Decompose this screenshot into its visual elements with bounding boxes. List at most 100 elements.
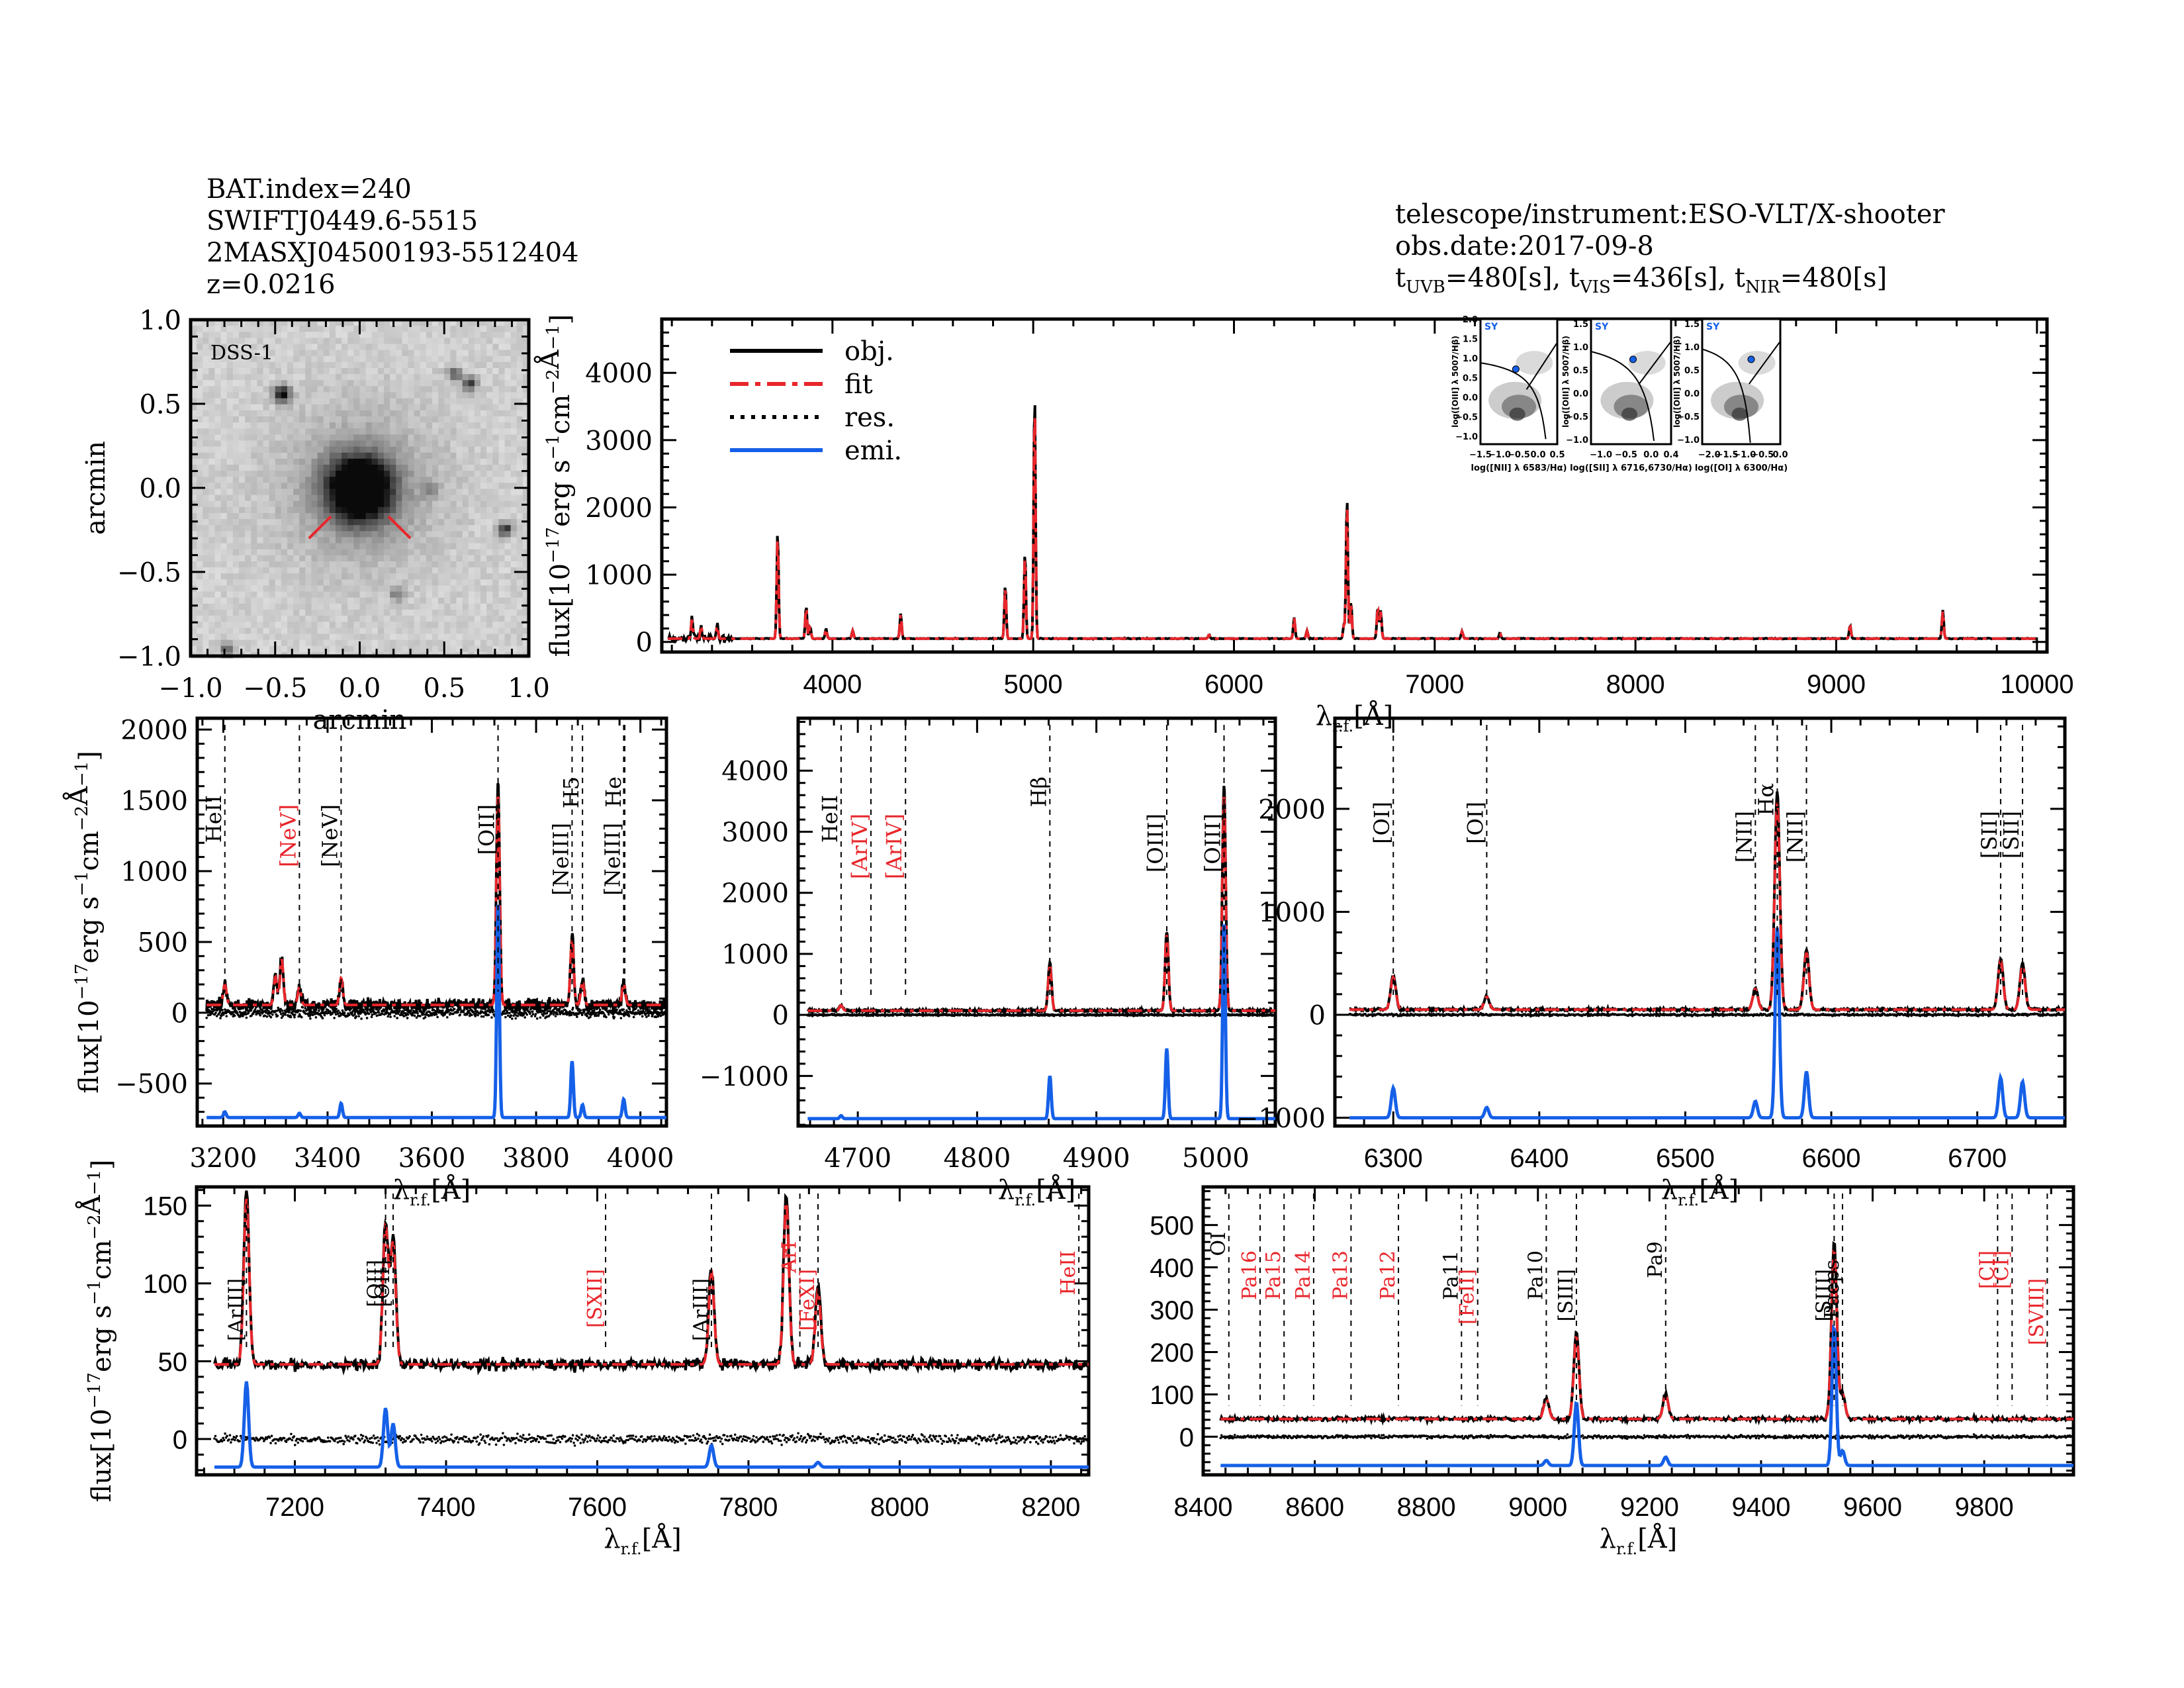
- residual-point: [627, 1013, 630, 1016]
- image-pixel: [347, 361, 354, 369]
- image-pixel: [377, 591, 385, 598]
- image-pixel: [396, 494, 402, 502]
- image-pixel: [438, 616, 445, 622]
- image-pixel: [341, 350, 348, 357]
- y-tick-label: 2000: [585, 493, 653, 524]
- image-pixel: [359, 585, 367, 592]
- image-pixel: [468, 471, 475, 477]
- residual-point: [393, 1015, 396, 1017]
- image-pixel: [353, 549, 361, 556]
- image-pixel: [432, 555, 439, 562]
- image-pixel: [468, 506, 475, 514]
- image-pixel: [371, 639, 379, 647]
- residual-point: [281, 1009, 284, 1012]
- image-pixel: [287, 338, 294, 345]
- image-pixel: [305, 531, 312, 538]
- image-pixel: [208, 549, 216, 556]
- image-pixel: [275, 628, 282, 635]
- image-pixel: [287, 355, 294, 363]
- image-pixel: [245, 361, 251, 369]
- image-pixel: [402, 471, 409, 477]
- residual-point: [506, 1011, 509, 1014]
- image-pixel: [347, 573, 354, 580]
- image-pixel: [353, 531, 361, 538]
- image-pixel: [269, 434, 276, 442]
- image-pixel: [208, 543, 216, 550]
- image-pixel: [390, 633, 396, 641]
- image-pixel: [323, 350, 330, 357]
- image-pixel: [492, 428, 499, 435]
- image-pixel: [287, 549, 294, 556]
- image-pixel: [516, 555, 523, 562]
- image-pixel: [336, 422, 342, 429]
- image-pixel: [263, 616, 270, 622]
- image-pixel: [365, 513, 373, 520]
- image-pixel: [438, 410, 445, 417]
- image-pixel: [197, 633, 203, 641]
- image-pixel: [281, 561, 288, 568]
- image-pixel: [480, 639, 487, 647]
- image-pixel: [468, 585, 475, 592]
- image-pixel: [408, 368, 415, 375]
- image-pixel: [384, 404, 390, 411]
- image-pixel: [245, 506, 251, 514]
- image-pixel: [522, 386, 529, 393]
- image-pixel: [347, 471, 354, 477]
- image-pixel: [317, 591, 324, 598]
- image-pixel: [287, 465, 294, 471]
- image-pixel: [408, 471, 415, 477]
- residual-point: [244, 1011, 247, 1013]
- image-pixel: [516, 452, 523, 459]
- residual-point: [535, 1017, 539, 1020]
- image-pixel: [462, 531, 469, 538]
- image-pixel: [420, 500, 427, 508]
- image-pixel: [420, 549, 427, 556]
- image-pixel: [444, 543, 451, 550]
- image-pixel: [208, 326, 216, 332]
- image-pixel: [474, 386, 481, 393]
- image-pixel: [232, 573, 240, 580]
- image-pixel: [371, 368, 379, 375]
- image-pixel: [232, 338, 240, 345]
- image-pixel: [426, 531, 433, 538]
- image-pixel: [299, 452, 306, 459]
- image-pixel: [492, 543, 499, 550]
- image-pixel: [347, 567, 354, 574]
- image-pixel: [516, 404, 523, 411]
- image-pixel: [317, 633, 324, 641]
- image-pixel: [336, 398, 342, 405]
- image-pixel: [220, 549, 228, 556]
- image-pixel: [263, 537, 270, 544]
- image-pixel: [317, 489, 324, 496]
- image-pixel: [220, 610, 228, 616]
- image-pixel: [384, 579, 390, 586]
- residual-point: [220, 1014, 223, 1017]
- residual-point: [551, 1009, 555, 1012]
- image-pixel: [444, 374, 451, 381]
- residual-point: [385, 1009, 388, 1012]
- image-pixel: [323, 344, 330, 351]
- image-pixel: [317, 519, 324, 526]
- image-pixel: [480, 440, 487, 447]
- image-pixel: [438, 440, 445, 447]
- residual-point: [468, 1014, 471, 1017]
- image-pixel: [408, 579, 415, 586]
- image-pixel: [317, 573, 324, 580]
- image-pixel: [474, 597, 481, 604]
- image-pixel: [426, 452, 433, 459]
- image-pixel: [498, 471, 506, 477]
- image-pixel: [353, 320, 361, 326]
- image-pixel: [450, 603, 457, 610]
- image-pixel: [504, 610, 512, 616]
- image-pixel: [317, 398, 324, 405]
- image-pixel: [462, 610, 469, 616]
- image-pixel: [408, 344, 415, 351]
- image-pixel: [504, 537, 512, 544]
- image-pixel: [269, 344, 276, 351]
- image-pixel: [414, 368, 421, 375]
- image-pixel: [402, 440, 409, 447]
- image-pixel: [275, 561, 282, 568]
- image-pixel: [480, 446, 487, 453]
- image-pixel: [426, 361, 433, 369]
- image-pixel: [359, 320, 367, 326]
